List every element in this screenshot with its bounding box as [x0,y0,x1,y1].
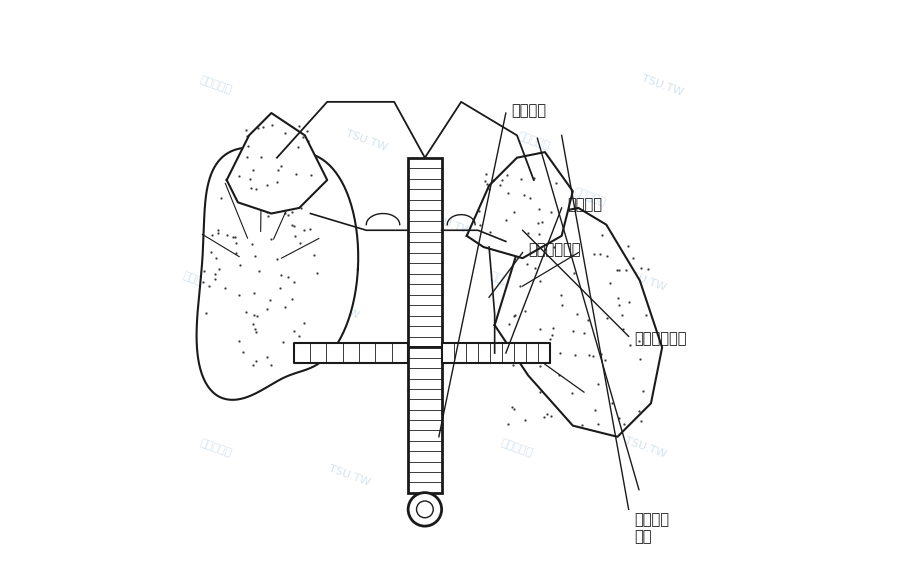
Polygon shape [227,113,328,214]
Text: 天山醫學院: 天山醫學院 [198,75,233,95]
Text: TSU.TW: TSU.TW [624,436,668,460]
Text: 天山醫學院: 天山醫學院 [182,270,216,291]
Text: TSU.TW: TSU.TW [551,352,595,376]
Text: 肾上腺上
动脉: 肾上腺上 动脉 [634,512,670,545]
Circle shape [417,501,433,518]
Text: 左肾动脉: 左肾动脉 [567,197,602,213]
Text: 天山醫學院: 天山醫學院 [500,438,535,458]
Polygon shape [495,208,662,437]
Text: TSU.TW: TSU.TW [640,73,684,97]
Text: 天山醫學院: 天山醫學院 [405,382,439,402]
Text: 肾上腺中动脉: 肾上腺中动脉 [634,332,687,347]
Polygon shape [196,148,358,400]
Text: 肾上腺下动脉: 肾上腺下动脉 [528,242,580,257]
Text: 天山醫學院: 天山醫學院 [572,186,607,207]
FancyBboxPatch shape [408,347,442,493]
Text: 天山醫學院: 天山醫學院 [489,270,523,291]
Circle shape [408,493,442,526]
Text: TSU.TW: TSU.TW [232,352,276,376]
Text: TSU.TW: TSU.TW [428,213,473,237]
Text: 天山醫學院: 天山醫學院 [254,186,289,207]
Text: 天山醫學院: 天山醫學院 [517,131,551,151]
Text: 天山醫學院: 天山醫學院 [198,438,233,458]
FancyBboxPatch shape [408,158,442,347]
Text: TSU.TW: TSU.TW [624,268,668,293]
Text: TSU.TW: TSU.TW [316,296,360,320]
Text: TSU.TW: TSU.TW [344,129,389,153]
Text: TSU.TW: TSU.TW [328,464,372,488]
Polygon shape [467,152,572,258]
Text: 腹主动脉: 腹主动脉 [511,103,546,118]
